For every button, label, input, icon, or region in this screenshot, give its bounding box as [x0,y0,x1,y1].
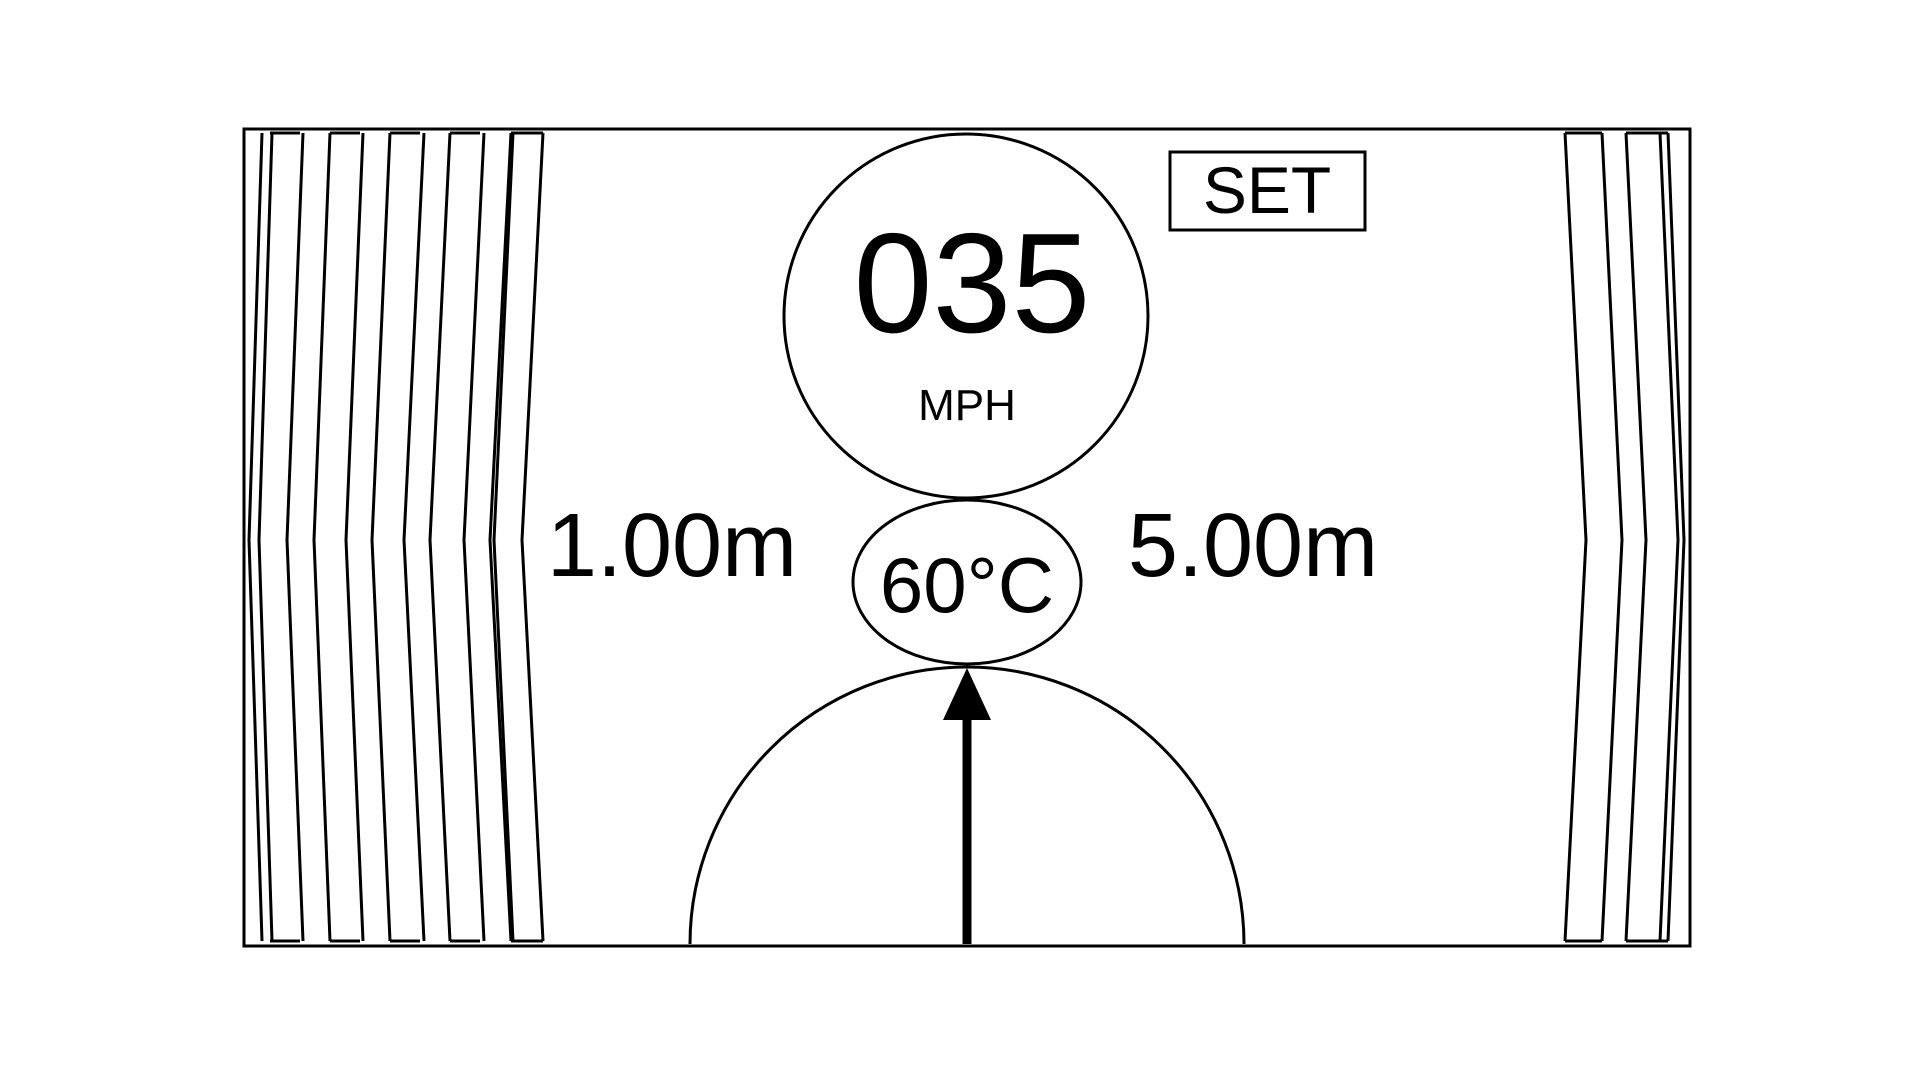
set-badge [1168,150,1367,232]
right-lane-stripes [1563,131,1686,943]
display-frame [242,127,1692,948]
speed-circle [782,132,1150,500]
right-lane-stripe [1563,132,1624,942]
left-lane-stripe [402,132,452,942]
left-lane-stripe [270,131,543,943]
temperature-ellipse [851,498,1083,666]
left-lane-stripes [247,131,545,943]
temperature-readout: 60°C [880,541,1054,629]
left-lane-stripe [247,132,274,942]
right-lane-stripe [1666,132,1686,942]
right-distance-readout: 5.00m [1128,496,1378,596]
right-lane-stripe [1624,132,1680,942]
direction-gauge-arc [688,665,1246,945]
speed-value: 035 [854,204,1091,363]
left-distance-readout: 1.00m [547,496,797,596]
left-lane-stripe [462,132,513,942]
up-arrow-icon [943,668,991,944]
left-lane-stripe [492,132,545,942]
set-badge-label: SET [1203,153,1331,227]
speed-unit: MPH [918,381,1016,430]
right-lane-stripe [1565,131,1668,943]
left-lane-stripe [285,132,332,942]
left-lane-stripe [344,132,392,942]
